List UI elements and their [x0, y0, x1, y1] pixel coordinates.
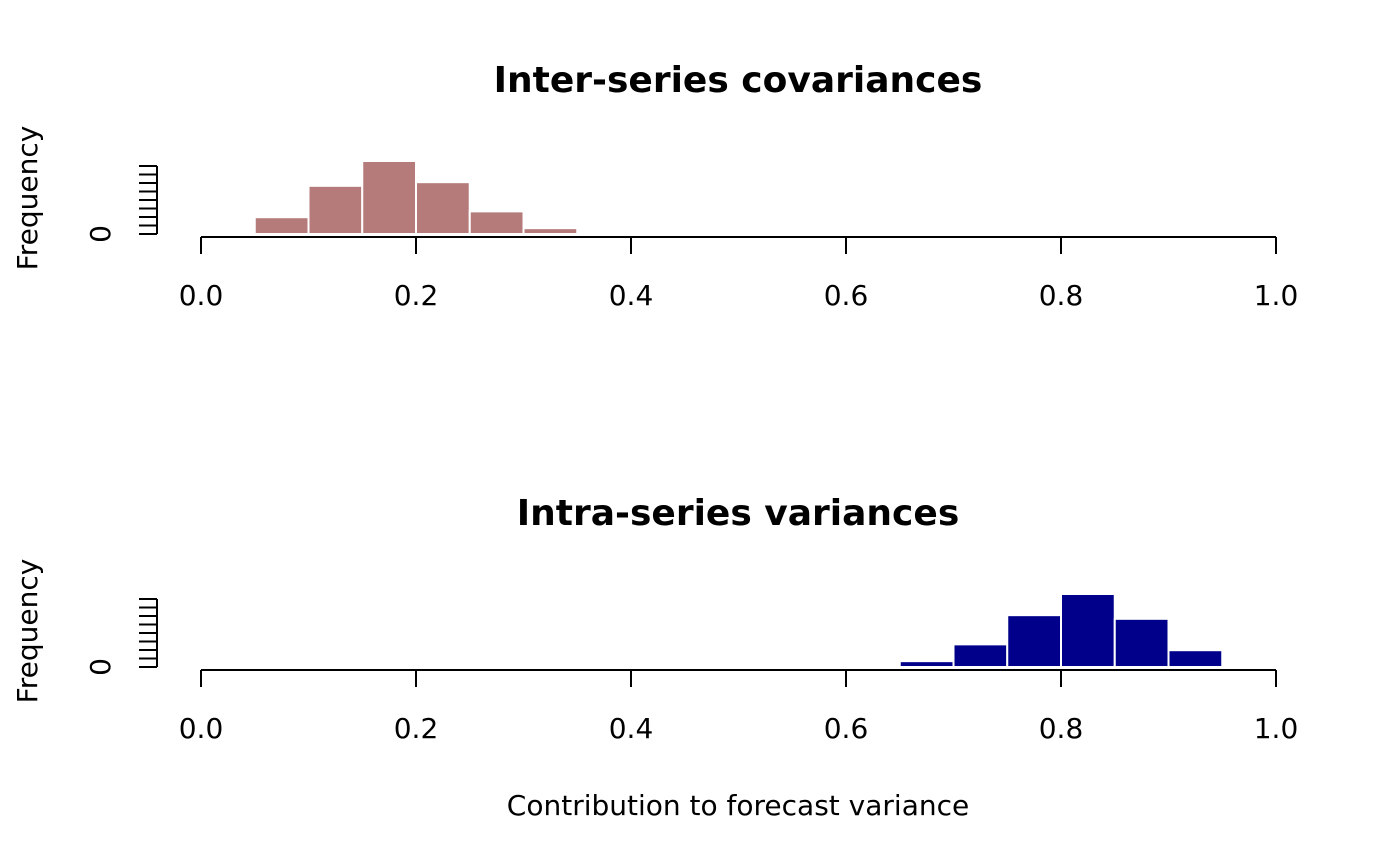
x-tick-label: 1.0 — [1254, 712, 1299, 745]
histogram-bar — [415, 181, 471, 235]
y-tick-label: 0 — [84, 658, 117, 676]
x-tick-label: 0.8 — [1039, 712, 1084, 745]
panel-title: Intra-series variances — [517, 493, 960, 534]
histogram-bar — [1113, 617, 1170, 669]
histogram-bar — [468, 210, 525, 235]
y-axis-ticks — [139, 165, 158, 235]
histogram-bar — [1167, 649, 1224, 669]
histogram-bar — [361, 160, 417, 235]
histogram-bars — [898, 593, 1224, 669]
x-tick-label: 0.6 — [824, 712, 869, 745]
panel-inter-series: Inter-series covariances Frequency 0 0.0… — [11, 60, 1298, 312]
y-axis-label: Frequency — [11, 559, 44, 704]
x-tick-label: 0.0 — [179, 712, 224, 745]
x-axis-label: Contribution to forecast variance — [507, 789, 969, 822]
x-axis: 0.0 0.2 0.4 0.6 0.8 1.0 — [179, 669, 1299, 745]
x-tick-label: 0.2 — [394, 712, 439, 745]
x-tick-label: 0.6 — [824, 279, 869, 312]
histogram-bar — [307, 184, 364, 236]
x-tick-label: 1.0 — [1254, 279, 1299, 312]
histogram-bar — [522, 227, 579, 236]
y-axis-ticks — [139, 598, 158, 668]
x-tick-label: 0.0 — [179, 279, 224, 312]
histogram-bar — [1006, 614, 1062, 668]
panel-intra-series: Intra-series variances Frequency 0 0.0 0.… — [11, 493, 1298, 822]
histogram-bars — [253, 160, 579, 236]
y-axis-label: Frequency — [11, 126, 44, 271]
x-tick-label: 0.2 — [394, 279, 439, 312]
panel-title: Inter-series covariances — [494, 60, 983, 101]
x-axis: 0.0 0.2 0.4 0.6 0.8 1.0 — [179, 236, 1299, 312]
histogram-bar — [253, 216, 310, 236]
histogram-bar — [952, 643, 1009, 668]
x-tick-label: 0.4 — [609, 279, 654, 312]
x-tick-label: 0.4 — [609, 712, 654, 745]
x-tick-label: 0.8 — [1039, 279, 1084, 312]
y-tick-label: 0 — [84, 225, 117, 243]
histogram-bar — [898, 660, 955, 668]
histogram-bar — [1060, 593, 1116, 668]
